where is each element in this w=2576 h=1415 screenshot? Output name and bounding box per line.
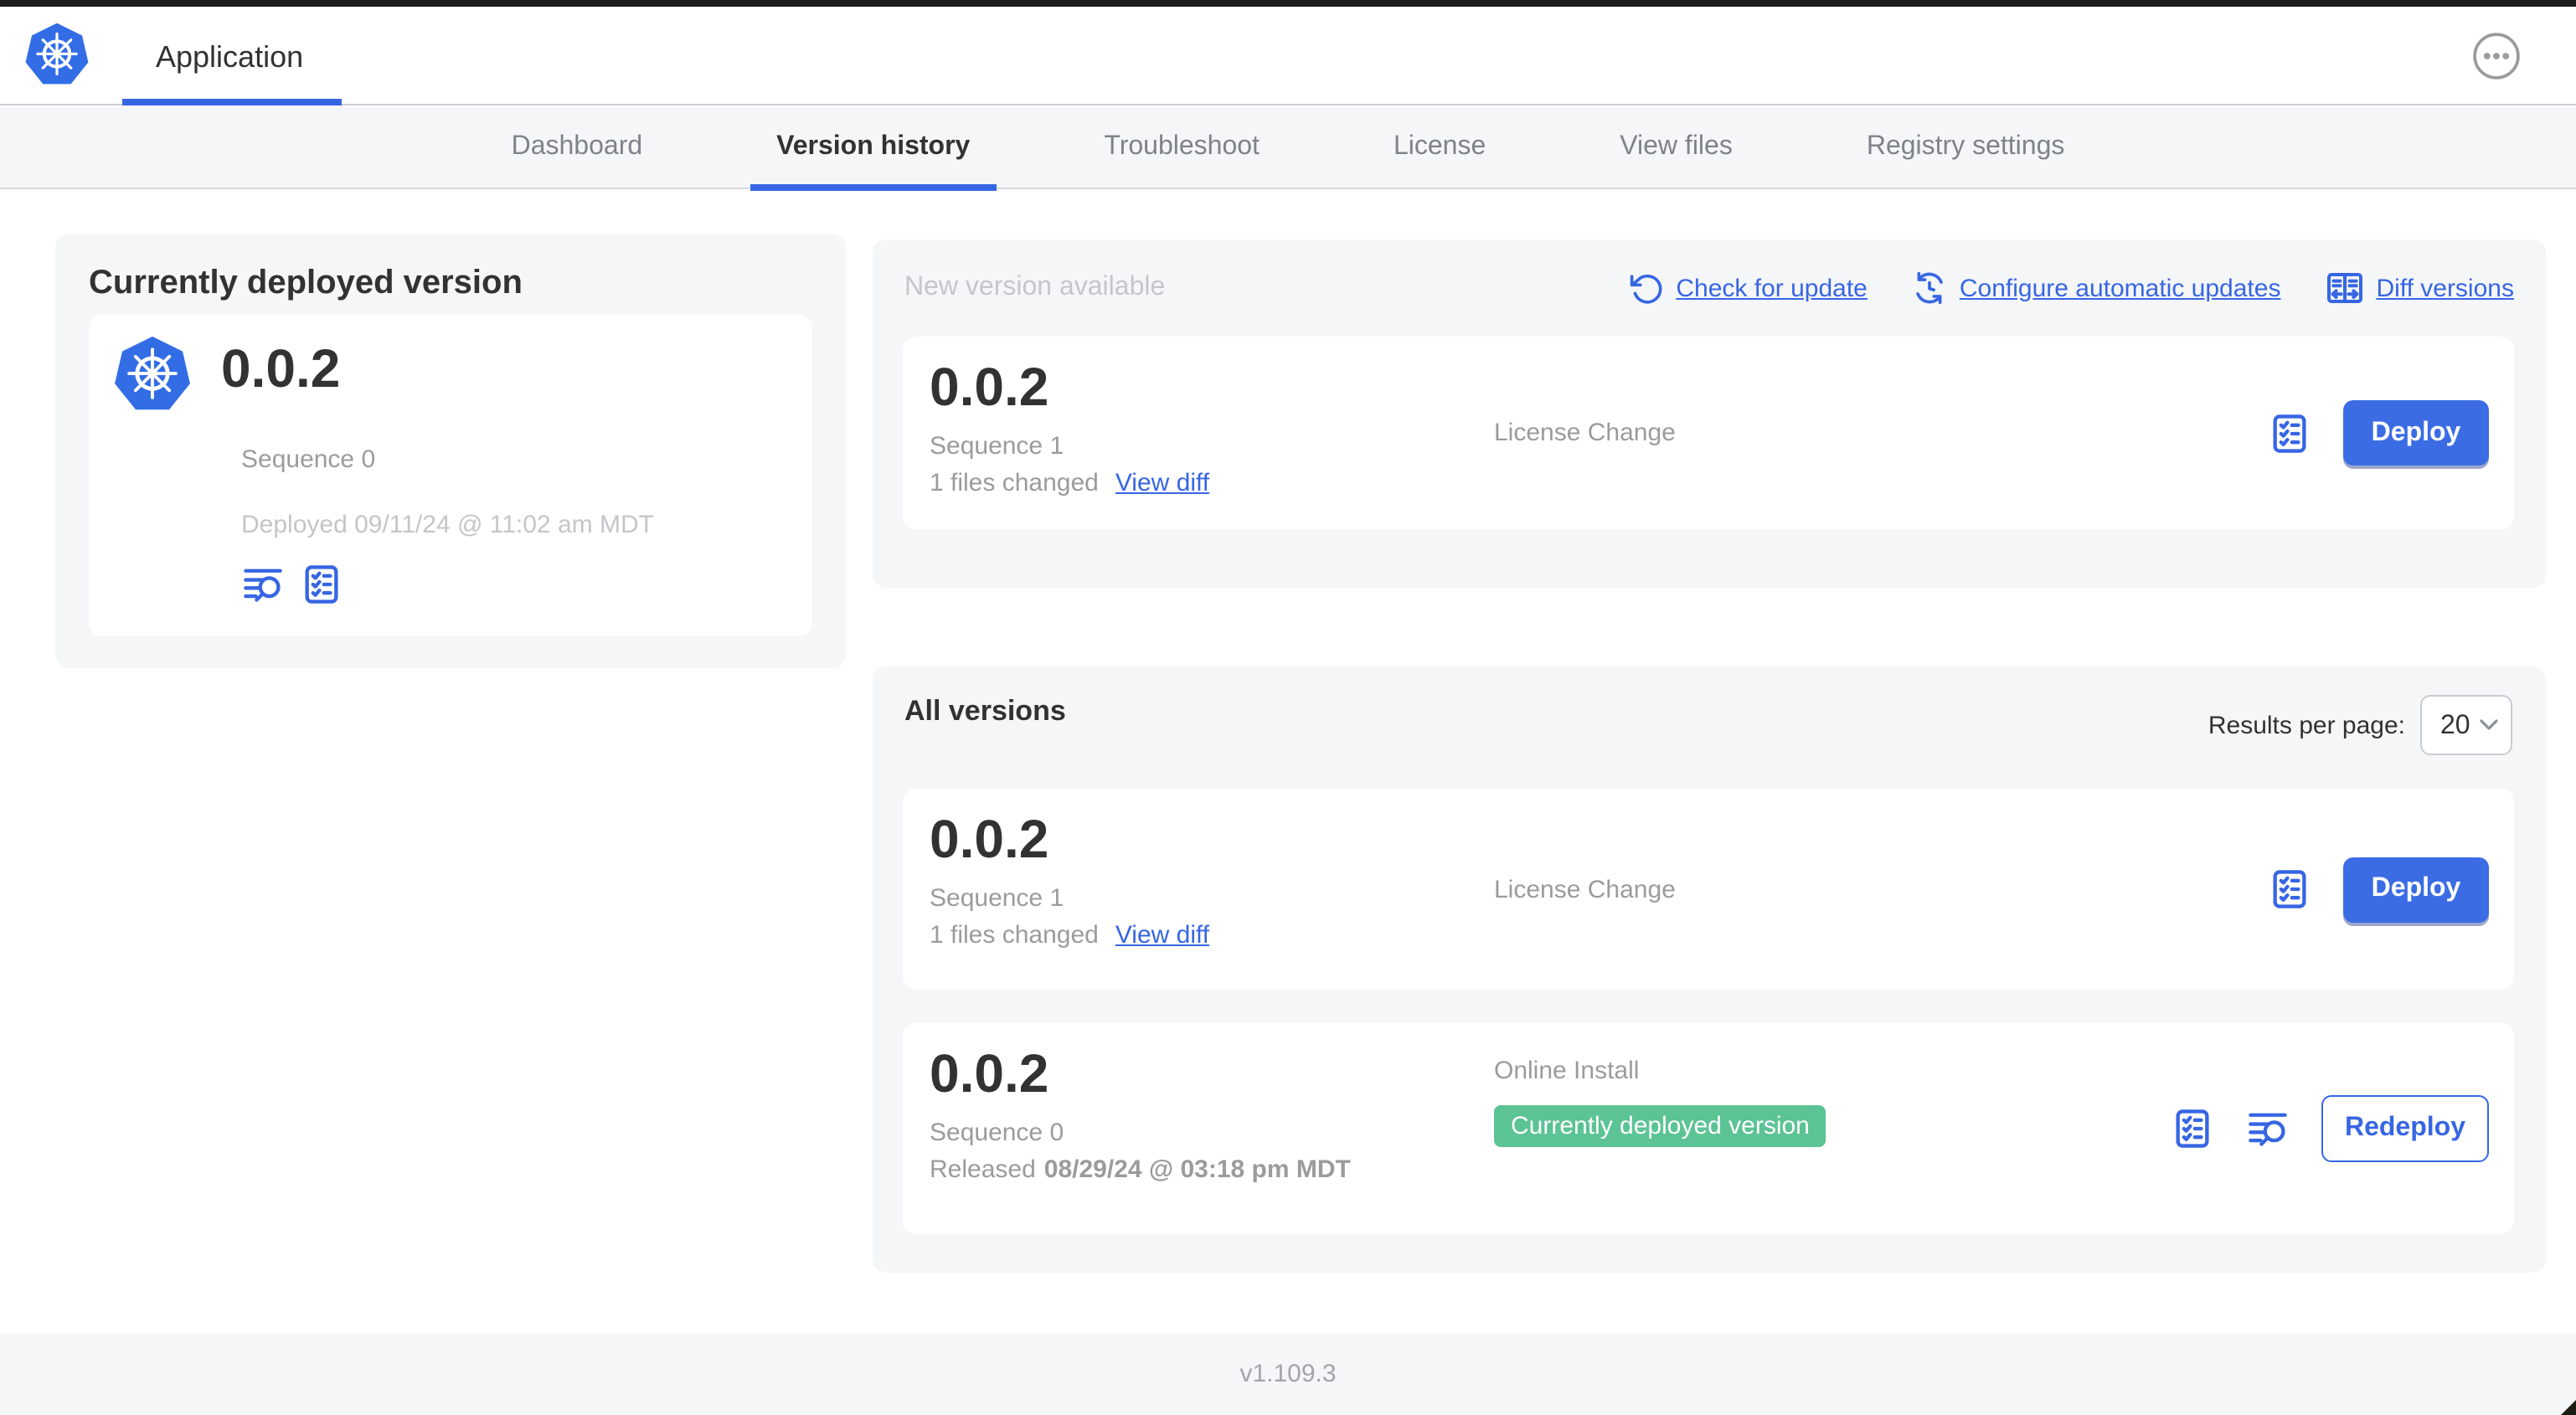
version-source: License Change [1494, 419, 1676, 447]
released-timestamp: 08/29/24 @ 03:18 pm MDT [1043, 1155, 1351, 1184]
rotate-ccw-icon [1630, 274, 1662, 304]
preflight-checklist-icon[interactable] [2268, 867, 2311, 911]
version-row: 0.0.2 Sequence 0 Released 08/29/24 @ 03:… [903, 1023, 2514, 1234]
tab-troubleshoot[interactable]: Troubleshoot [1104, 132, 1260, 161]
version-source: Online Install [1494, 1057, 1640, 1085]
new-version-card: 0.0.2 Sequence 1 1 files changed View di… [903, 337, 2514, 529]
deployed-timestamp: Deployed 09/11/24 @ 11:02 am MDT [241, 511, 654, 539]
all-versions-panel: All versions Results per page: 20 0.0.2 … [873, 666, 2546, 1273]
deployed-sequence: Sequence 0 [241, 445, 376, 474]
deployed-version-number: 0.0.2 [221, 338, 341, 399]
footer: v1.109.3 [0, 1333, 2576, 1415]
tab-version-history[interactable]: Version history [709, 106, 1037, 190]
view-diff-link[interactable]: View diff [1115, 469, 1210, 497]
files-changed-label: 1 files changed [930, 469, 1099, 497]
app-tab-title[interactable]: Application [156, 40, 304, 74]
view-diff-link[interactable]: View diff [1115, 921, 1210, 949]
all-versions-heading: All versions [904, 695, 1066, 727]
configure-automatic-updates-link[interactable]: Configure automatic updates [1911, 270, 2280, 306]
deploy-logs-icon[interactable] [2246, 1107, 2290, 1150]
subnav: Dashboard Version history Troubleshoot L… [0, 106, 2576, 190]
version-number: 0.0.2 [930, 357, 1049, 417]
deploy-button[interactable]: Deploy [2343, 400, 2489, 466]
currently-deployed-badge: Currently deployed version [1494, 1105, 1826, 1147]
redeploy-button[interactable]: Redeploy [2321, 1095, 2489, 1162]
tab-view-files[interactable]: View files [1620, 132, 1733, 161]
deploy-button[interactable]: Deploy [2343, 857, 2489, 922]
preflight-checklist-icon[interactable] [2171, 1107, 2214, 1150]
clock-refresh-icon [1916, 271, 1943, 305]
tab-registry-settings[interactable]: Registry settings [1866, 132, 2065, 161]
version-row: 0.0.2 Sequence 1 1 files changed View di… [903, 789, 2514, 990]
released-label: Released [930, 1155, 1036, 1184]
version-source: License Change [1494, 875, 1676, 903]
console-version: v1.109.3 [1239, 1360, 1337, 1388]
version-sequence: Sequence 1 [930, 884, 1064, 913]
new-version-panel: New version available Check for update C… [873, 239, 2546, 588]
kubernetes-app-icon [112, 335, 193, 415]
preflight-checklist-icon[interactable] [2268, 411, 2311, 455]
preflight-checklist-icon[interactable] [300, 563, 343, 606]
files-changed-label: 1 files changed [930, 921, 1099, 949]
results-per-page-label: Results per page: [2208, 711, 2405, 739]
version-number: 0.0.2 [930, 1043, 1049, 1104]
diff-icon [2326, 273, 2362, 303]
cursor-artifact [2561, 1400, 2576, 1415]
check-for-update-link[interactable]: Check for update [1627, 270, 1868, 306]
app-tab-active-underline [122, 99, 342, 105]
tab-license[interactable]: License [1393, 132, 1486, 161]
tab-dashboard[interactable]: Dashboard [511, 132, 643, 161]
version-number: 0.0.2 [930, 809, 1049, 869]
currently-deployed-heading: Currently deployed version [89, 265, 523, 301]
version-sequence: Sequence 0 [930, 1119, 1064, 1147]
deploy-logs-icon[interactable] [241, 563, 285, 606]
app-header: Application [0, 7, 2576, 105]
kubernetes-logo-icon [23, 22, 90, 86]
new-version-heading: New version available [904, 273, 1166, 301]
currently-deployed-panel: Currently deployed version 0.0.2 Sequenc… [55, 234, 846, 668]
currently-deployed-card: 0.0.2 Sequence 0 Deployed 09/11/24 @ 11:… [89, 315, 812, 636]
top-dark-strip [0, 0, 2576, 7]
ellipsis-menu-icon[interactable] [2472, 32, 2521, 80]
results-per-page-select[interactable]: 20 [2420, 695, 2512, 755]
version-sequence: Sequence 1 [930, 432, 1064, 461]
diff-versions-link[interactable]: Diff versions [2324, 268, 2514, 308]
